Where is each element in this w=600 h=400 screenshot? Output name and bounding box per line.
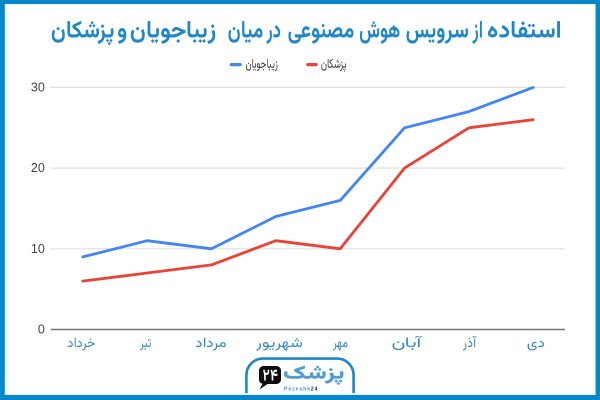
svg-text:0: 0 — [38, 323, 45, 337]
svg-text:30: 30 — [31, 81, 45, 95]
svg-text:Pezeshk24: Pezeshk24 — [284, 386, 318, 392]
svg-text:10: 10 — [31, 242, 45, 256]
svg-text:20: 20 — [31, 161, 45, 175]
